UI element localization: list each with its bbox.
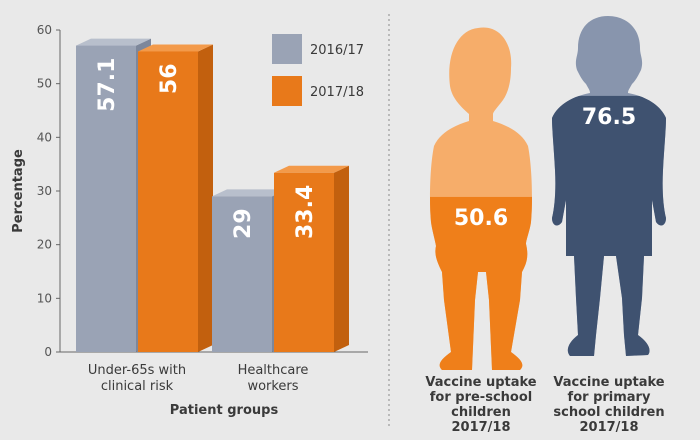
bar-value-label: 56 bbox=[157, 63, 182, 94]
x-axis-title: Patient groups bbox=[170, 403, 279, 418]
x-category-label: Under-65s with clinical risk bbox=[88, 363, 186, 394]
y-tick-label: 50 bbox=[37, 77, 52, 91]
bar-value-label: 57.1 bbox=[95, 58, 120, 112]
y-axis-title: Percentage bbox=[11, 149, 26, 233]
y-tick-label: 0 bbox=[44, 345, 52, 359]
figure-value-label: 50.6 bbox=[454, 206, 508, 231]
legend-label: 2016/17 bbox=[310, 43, 364, 58]
bar-front bbox=[76, 45, 136, 353]
bar-front bbox=[212, 196, 272, 352]
figure-fill-level bbox=[430, 196, 532, 370]
bar-value-label: 29 bbox=[231, 208, 256, 239]
bar-value-label: 33.4 bbox=[293, 185, 318, 239]
legend: 2016/17 2017/18 bbox=[272, 34, 364, 106]
bar-top bbox=[274, 165, 349, 173]
y-tick-label: 30 bbox=[37, 184, 52, 198]
y-tick-label: 60 bbox=[37, 23, 52, 37]
legend-item: 2016/17 bbox=[272, 34, 364, 64]
figure-caption: Vaccine uptake for primary school children… bbox=[553, 375, 664, 435]
bar-axes: 0 10 20 30 40 50 60 Percentage Patient groups Und… bbox=[11, 23, 368, 418]
bar-front bbox=[274, 172, 334, 352]
bar-top bbox=[76, 38, 151, 46]
figure-caption: Vaccine uptake for pre-school children 2017… bbox=[425, 375, 536, 435]
bar-side bbox=[198, 44, 213, 352]
legend-swatch bbox=[272, 34, 302, 64]
bar-top bbox=[212, 189, 287, 197]
child-figures: 50.6 Vaccine uptake for pre-school children… bbox=[425, 16, 666, 435]
legend-swatch bbox=[272, 76, 302, 106]
bar-2017-18-1: 33.4 bbox=[274, 165, 349, 352]
y-tick-label: 40 bbox=[37, 130, 52, 144]
legend-item: 2017/18 bbox=[272, 76, 364, 106]
preschool-child-figure: 50.6 Vaccine uptake for pre-school children… bbox=[425, 27, 537, 435]
legend-label: 2017/18 bbox=[310, 85, 364, 100]
y-tick-label: 20 bbox=[37, 238, 52, 252]
bar-series: 57.1 56 29 33.4 bbox=[76, 38, 349, 353]
bar-side bbox=[334, 165, 349, 352]
bar-2017-18-0: 56 bbox=[138, 44, 213, 352]
bar-top bbox=[138, 44, 213, 52]
figure-value-label: 76.5 bbox=[582, 105, 636, 130]
bar-front bbox=[138, 51, 198, 352]
y-tick-label: 10 bbox=[37, 291, 52, 305]
x-category-label: Healthcare workers bbox=[238, 363, 309, 394]
